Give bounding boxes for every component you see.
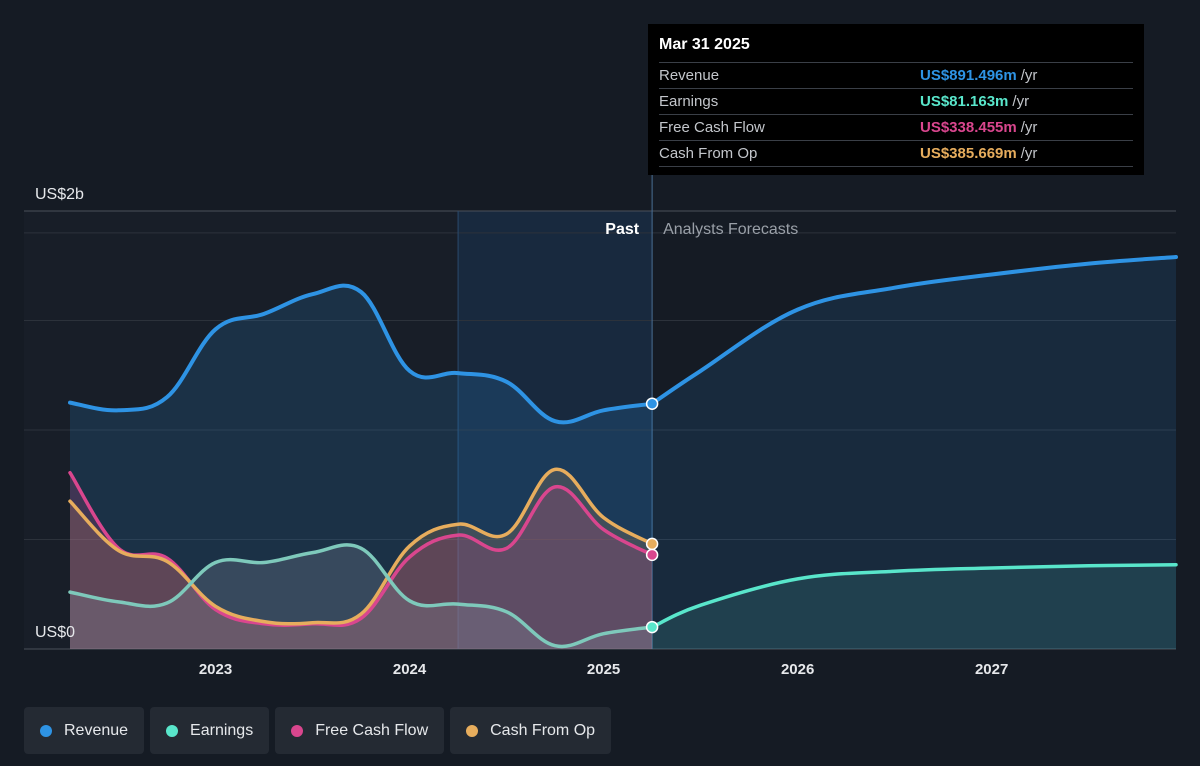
cash-from-op-area: [70, 469, 653, 649]
x-tick-label: 2027: [975, 661, 1008, 678]
tooltip-row-value-wrap: US$891.496m/yr: [920, 67, 1133, 84]
earnings-area: [70, 544, 653, 649]
legend-dot-icon: [40, 724, 52, 737]
x-tick-label: 2024: [393, 661, 427, 678]
legend-dot-icon: [166, 724, 179, 737]
analysts-forecasts-label: Analysts Forecasts: [663, 221, 798, 238]
tooltip-date: Mar 31 2025: [659, 36, 750, 53]
legend-dot-icon: [291, 724, 304, 737]
earnings-point: [645, 620, 659, 634]
tooltip-row-free-cash-flow: Free Cash Flow US$338.455m/yr: [659, 114, 1133, 140]
y-axis-bottom-label: US$0: [35, 624, 75, 641]
tooltip-row-unit: /yr: [1020, 145, 1038, 162]
tooltip-row-unit: /yr: [1020, 119, 1038, 136]
legend-label: Cash From Op: [490, 721, 596, 739]
tooltip-row-cash-from-op: Cash From Op US$385.669m/yr: [659, 140, 1133, 167]
tooltip-row-value: US$385.669m: [920, 145, 1017, 162]
earnings-line: [68, 543, 654, 649]
free-cash-flow-line: [68, 470, 654, 627]
past-label: Past: [605, 221, 639, 238]
tooltip-row-unit: /yr: [1020, 67, 1038, 84]
earnings-forecast-line: [650, 562, 1178, 629]
tooltip-row-label: Revenue: [659, 67, 720, 84]
revenue-point: [645, 397, 659, 410]
tooltip-row-unit: /yr: [1012, 93, 1030, 110]
legend-dot-icon: [466, 724, 479, 737]
legend-item-free-cash-flow[interactable]: Free Cash Flow: [275, 707, 445, 754]
legend-label: Free Cash Flow: [315, 721, 429, 739]
y-axis-top-label: US$2b: [35, 186, 84, 203]
tooltip-row-label: Free Cash Flow: [659, 119, 765, 136]
earnings-forecast-area: [652, 564, 1176, 649]
legend-item-cash-from-op[interactable]: Cash From Op: [450, 707, 612, 754]
tooltip-row-value: US$891.496m: [920, 67, 1017, 84]
free-cash-flow-point: [645, 548, 659, 562]
tooltip-row-revenue: Revenue US$891.496m/yr: [659, 62, 1133, 88]
tooltip-row-value: US$338.455m: [920, 119, 1017, 136]
revenue-forecast-line: [650, 255, 1178, 406]
tooltip-row-label: Cash From Op: [659, 145, 758, 162]
revenue-forecast-area: [652, 257, 1176, 649]
tooltip-panel: Mar 31 2025 Revenue US$891.496m/yr Earning…: [648, 24, 1144, 175]
cash-from-op-point: [645, 537, 659, 551]
x-tick-label: 2023: [199, 661, 232, 678]
cash-from-op-line: [68, 467, 654, 626]
legend-label: Earnings: [190, 721, 254, 739]
tooltip-row-earnings: Earnings US$81.163m/yr: [659, 88, 1133, 114]
tooltip-row-value-wrap: US$385.669m/yr: [920, 145, 1133, 162]
legend: Revenue Earnings Free Cash Flow Cash From O…: [24, 707, 612, 754]
x-tick-label: 2025: [587, 661, 620, 678]
legend-item-earnings[interactable]: Earnings: [150, 707, 270, 754]
legend-label: Revenue: [64, 721, 129, 739]
revenue-area: [70, 285, 653, 649]
x-tick-label: 2026: [781, 661, 814, 678]
tooltip-row-label: Earnings: [659, 93, 719, 110]
free-cash-flow-area: [70, 472, 653, 649]
tooltip-row-value-wrap: US$338.455m/yr: [920, 119, 1133, 136]
tooltip-row-value: US$81.163m: [920, 93, 1009, 110]
legend-item-revenue[interactable]: Revenue: [24, 707, 145, 754]
tooltip-row-value-wrap: US$81.163m/yr: [920, 93, 1133, 110]
revenue-line: [68, 283, 655, 425]
